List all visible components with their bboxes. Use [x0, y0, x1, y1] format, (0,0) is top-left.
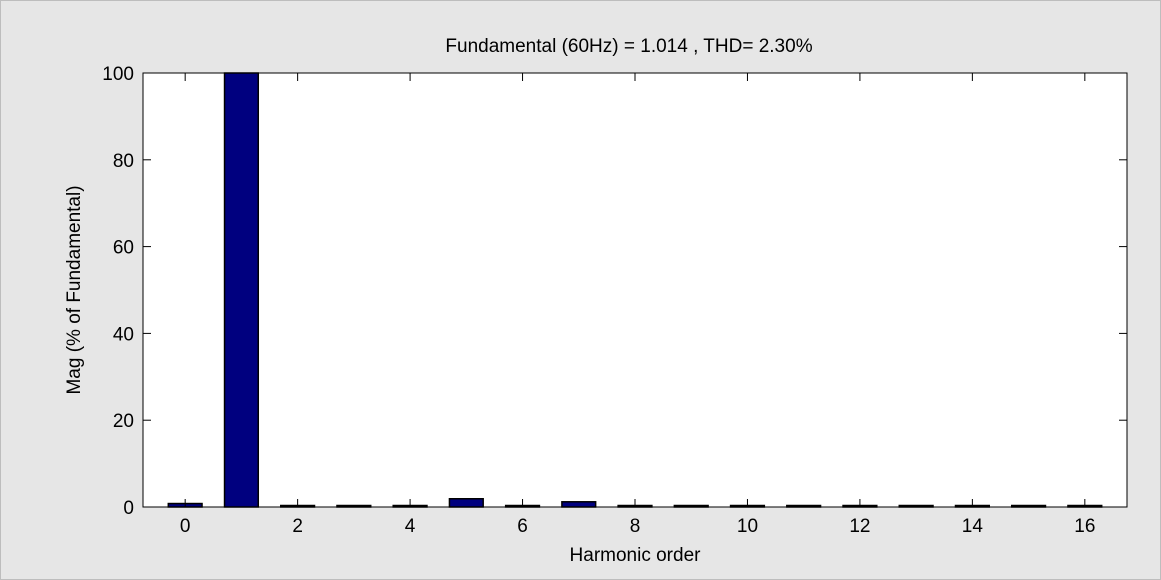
x-axis-label: Harmonic order	[570, 545, 702, 566]
tick-labels-group: 0 2 4 6 8 10 12 14 16 0 20 40 60 80 100	[102, 64, 1095, 537]
y-tick-label-40: 40	[113, 324, 134, 345]
x-tick-label-14: 14	[962, 516, 984, 537]
y-tick-label-60: 60	[113, 238, 134, 259]
bar-harmonic-7	[561, 501, 597, 508]
y-tick-label-20: 20	[113, 411, 134, 432]
bar-harmonic-5	[448, 498, 484, 508]
ticks-group	[143, 72, 1127, 508]
x-tick-label-12: 12	[849, 516, 870, 537]
plot-frame	[142, 72, 1128, 508]
y-tick-label-80: 80	[113, 151, 134, 172]
chart-title: Fundamental (60Hz) = 1.014 , THD= 2.30%	[445, 36, 812, 57]
x-tick-label-6: 6	[517, 516, 528, 537]
y-tick-label-0: 0	[123, 498, 134, 519]
y-axis-label: Mag (% of Fundamental)	[64, 185, 85, 394]
x-tick-label-8: 8	[630, 516, 641, 537]
x-tick-label-2: 2	[292, 516, 303, 537]
x-tick-label-10: 10	[737, 516, 758, 537]
x-tick-label-16: 16	[1074, 516, 1095, 537]
x-tick-label-4: 4	[405, 516, 416, 537]
bar-harmonic-1	[223, 72, 260, 508]
x-tick-label-0: 0	[180, 516, 191, 537]
plot-area	[143, 73, 1127, 507]
y-tick-label-100: 100	[102, 64, 134, 85]
